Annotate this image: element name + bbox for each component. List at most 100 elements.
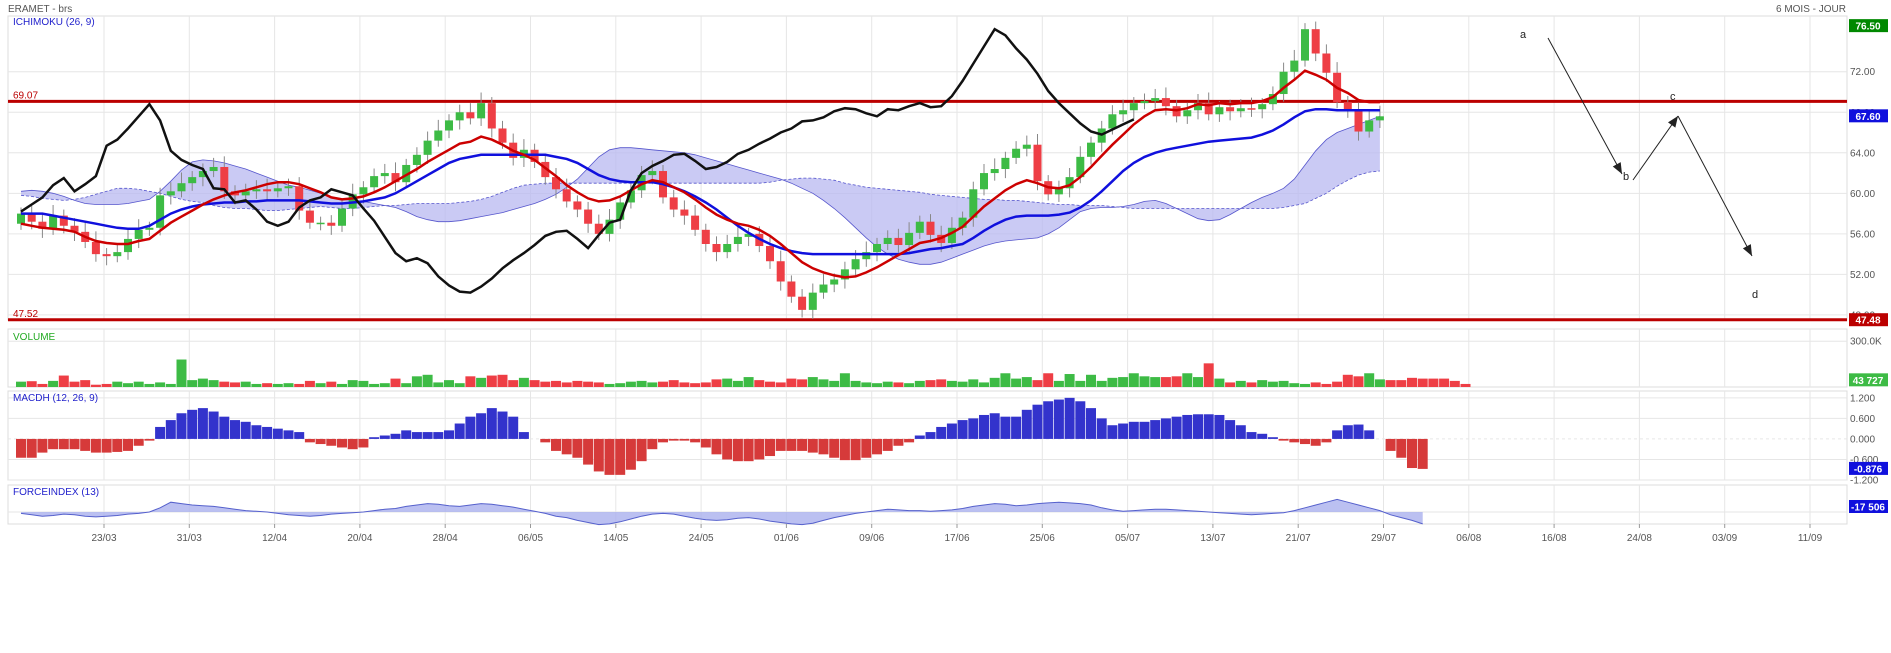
macdh-bar [1139,421,1150,439]
macdh-tick-label: 1.200 [1850,393,1875,404]
candle-body [59,215,68,226]
macdh-bar [946,423,957,439]
candle-body [487,103,496,129]
macdh-bar [197,408,208,439]
macdh-bar [583,438,594,465]
macdh-bar [1385,438,1396,451]
candle-body [1087,142,1095,157]
volume-bar [26,381,37,387]
volume-bar [1407,377,1417,387]
candle-body [926,221,935,235]
macdh-bar [262,426,273,439]
volume-bar [1449,380,1460,387]
macdh-bar [861,438,872,458]
volume-bar [690,383,701,387]
volume-bar [69,381,80,387]
volume-bar [989,377,1000,387]
candle-body [1119,110,1128,115]
volume-bar [176,359,187,387]
volume-panel-title: VOLUME [13,332,56,343]
volume-bar [304,380,315,387]
macdh-bar [1107,425,1118,439]
price-tick-label: 64.00 [1850,148,1875,159]
candle-body [359,187,368,195]
volume-bar [1439,378,1450,387]
macdh-bar [732,438,743,462]
candle-body [423,140,432,155]
candle-body [1022,144,1031,149]
macdh-bar [379,435,390,439]
volume-bar [1075,380,1086,387]
forceindex-last-badge: -17 506 [1851,503,1885,514]
macdh-bar [1321,438,1332,443]
annotation-label: a [1520,29,1527,41]
candle-body [1129,103,1138,111]
volume-bar [1417,378,1428,387]
candle-body [1322,53,1331,73]
macdh-bar [176,413,187,439]
candle-body [166,191,175,196]
annotation-label: b [1623,171,1629,183]
volume-bar [294,383,305,387]
macdh-bar [551,438,561,451]
volume-bar [1353,376,1364,387]
volume-bar [1000,373,1011,387]
macdh-bar [1032,404,1043,439]
volume-bar [1193,377,1203,387]
volume-bar [101,383,112,387]
volume-bar [497,374,508,387]
macdh-bar [1353,424,1364,439]
candle-body [733,236,742,244]
candle-body [915,221,924,233]
macdh-bar [304,438,315,443]
candle-body [156,195,165,228]
volume-bar [882,381,893,387]
volume-bar [861,382,872,387]
x-tick-label: 01/06 [774,533,799,544]
volume-grid [8,329,1847,387]
volume-bar [529,380,540,387]
macdh-bar [123,438,133,451]
macdh-bar [90,438,101,453]
macdh-bar [1267,437,1278,439]
candle-body [712,244,721,253]
last-price-badge-bg [1849,109,1888,123]
candle-body [1215,107,1224,115]
macdh-bar [347,438,358,450]
x-tick-label: 23/03 [91,533,116,544]
candle-body [958,217,967,228]
macdh-bar [326,438,337,446]
volume-bar [829,380,840,387]
macdh-bar [518,432,529,439]
macdh-bar [989,413,1000,439]
macdh-bar [1011,416,1022,439]
volume-bar [1171,376,1182,387]
volume-last-badge: 43 727 [1853,376,1884,387]
macdh-bar [294,432,305,439]
volume-bar [1460,383,1471,387]
macdh-bar [1075,401,1086,439]
volume-bar [112,381,123,387]
volume-bar [48,380,59,387]
volume-bar [251,383,262,387]
volume-bar [765,381,775,387]
volume-bar [1203,363,1214,387]
macdh-bar [26,438,37,458]
macdh-bar [839,438,850,461]
candle-body [819,284,828,293]
volume-bar [615,383,626,387]
macdh-bar [1246,432,1257,439]
macdh-bar [1182,414,1193,439]
candle-body [669,197,678,210]
x-tick-label: 06/05 [518,533,543,544]
senkou-span-a-line [20,170,1380,212]
volume-bar [1225,382,1236,387]
candle-body [830,279,839,285]
macdh-bar [1193,414,1203,439]
macdh-last-badge-bg [1849,461,1888,475]
volume-bar [401,383,412,387]
volume-bar [700,382,711,387]
high-price-badge: 76.50 [1855,22,1880,33]
candle-body [380,173,389,177]
